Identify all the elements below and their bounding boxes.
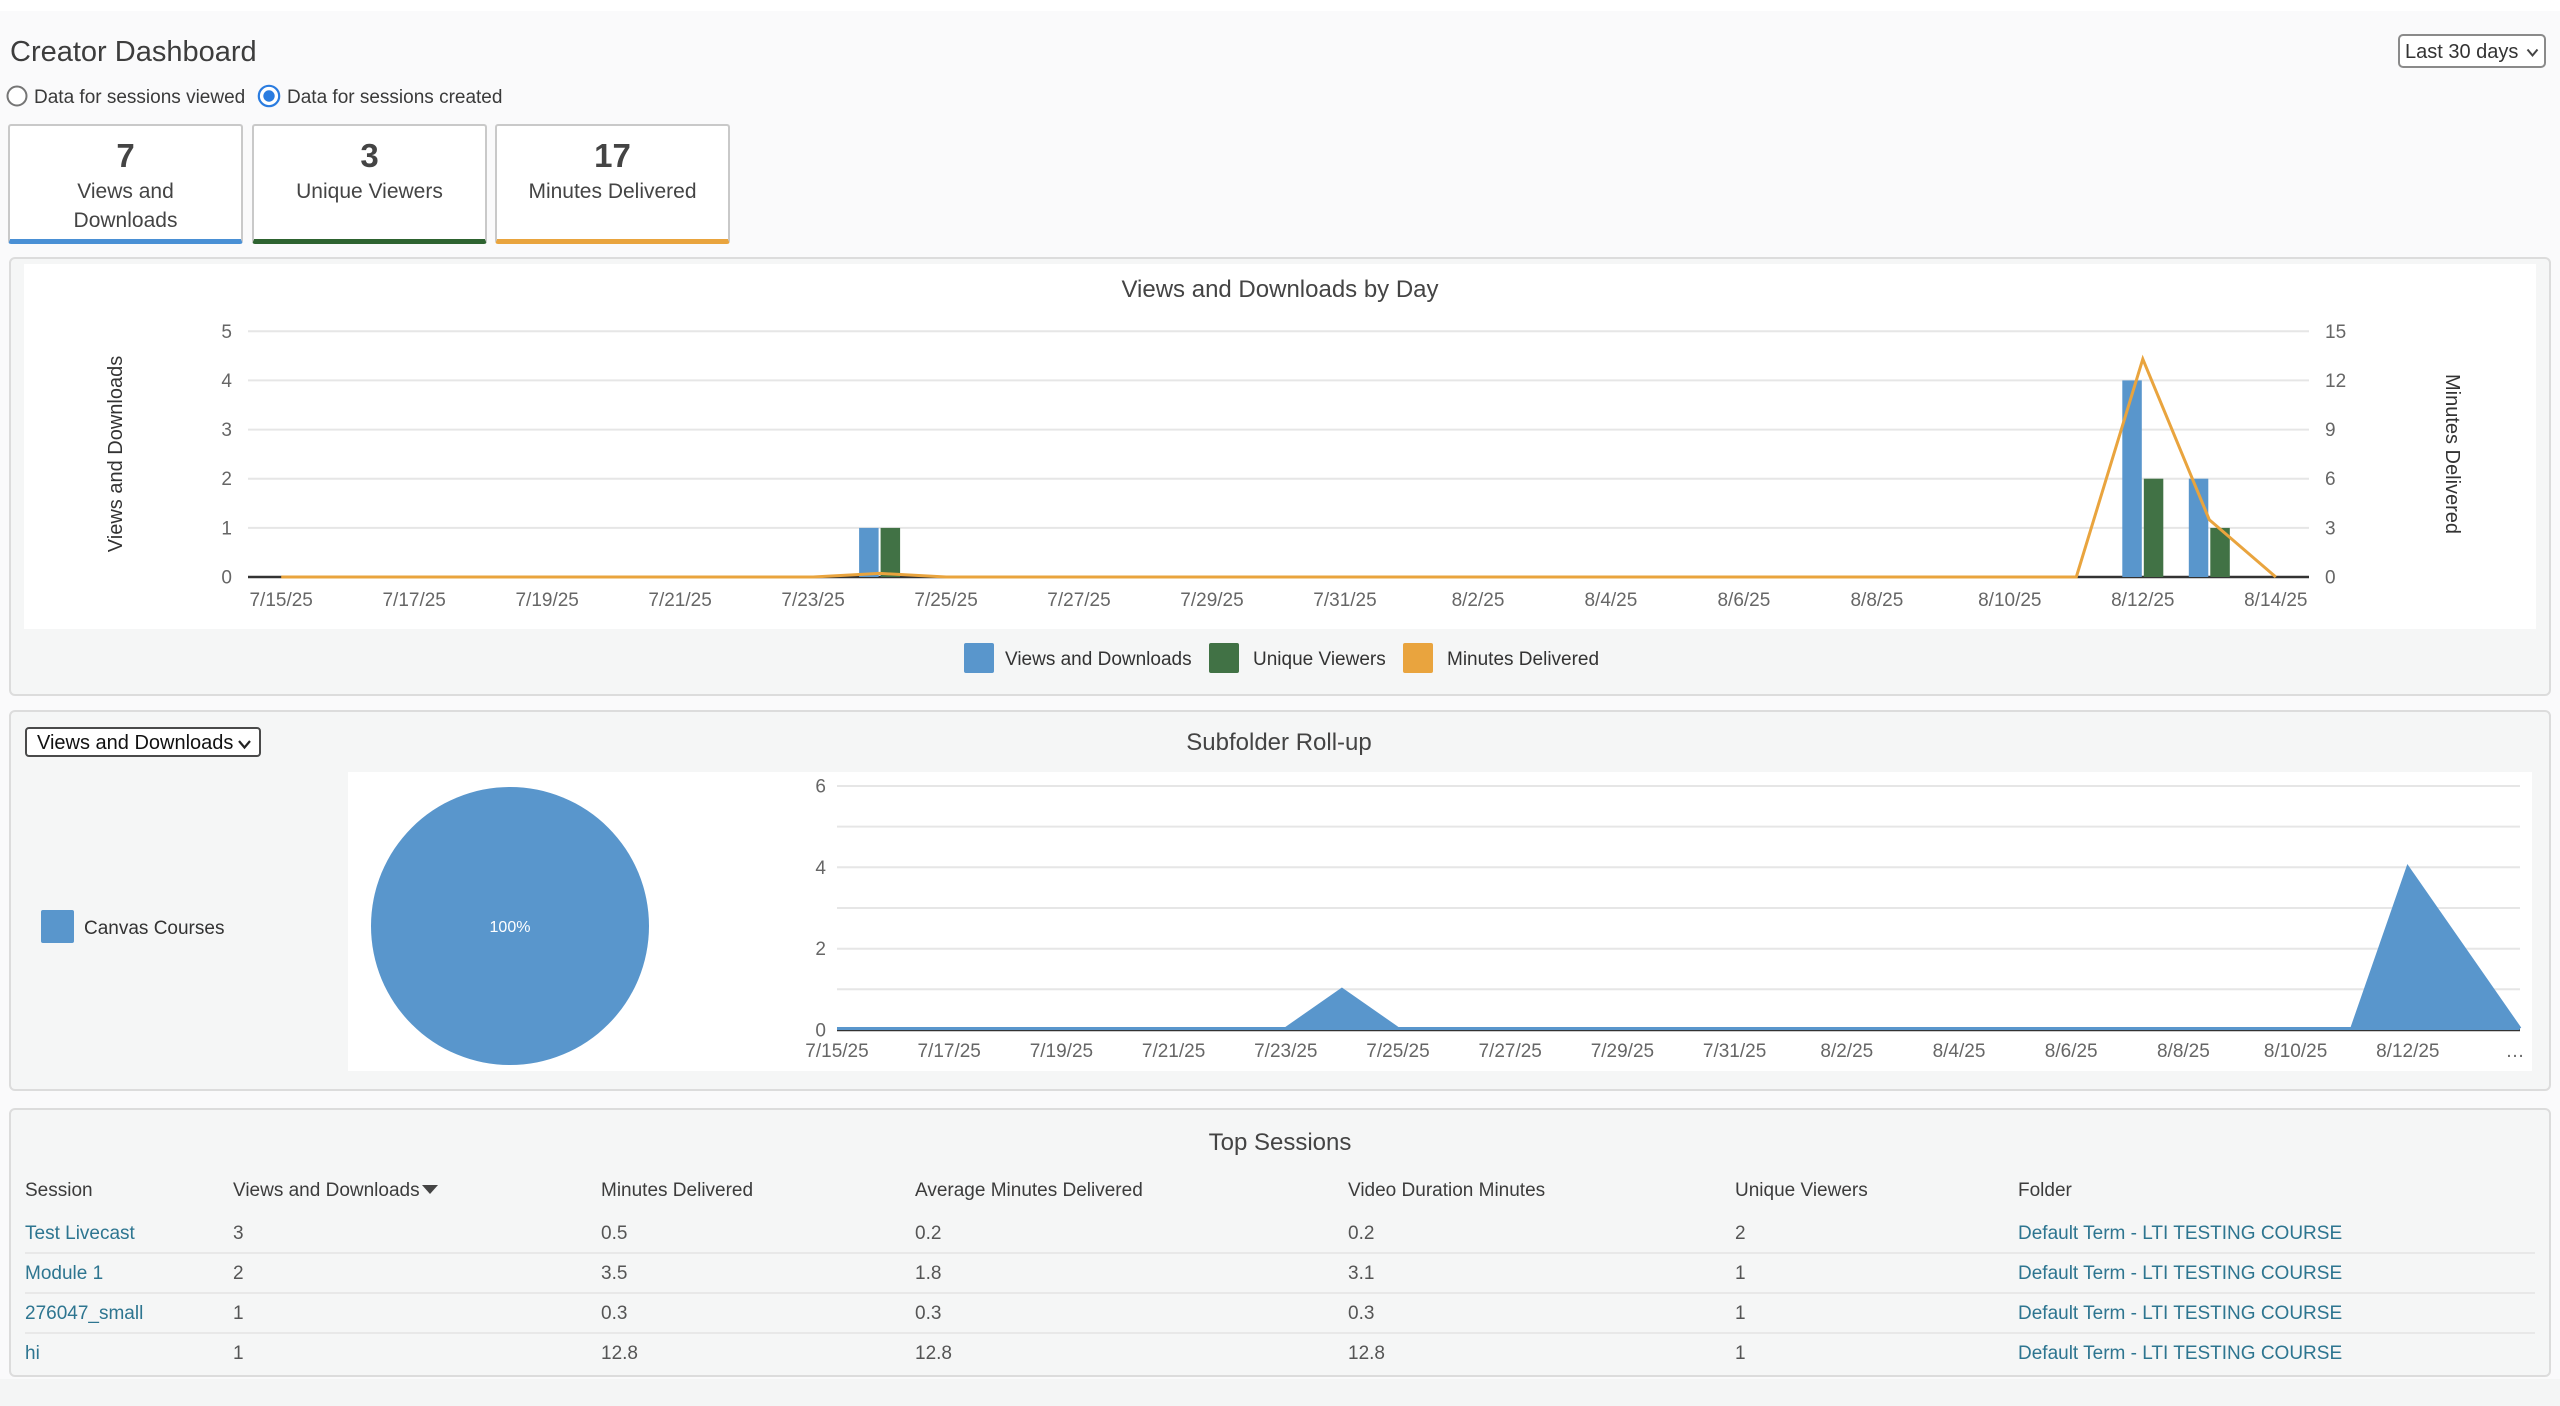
svg-text:7/31/25: 7/31/25 bbox=[1313, 590, 1376, 611]
svg-text:8/2/25: 8/2/25 bbox=[1820, 1041, 1873, 1062]
svg-text:3: 3 bbox=[221, 420, 232, 441]
svg-text:7/29/25: 7/29/25 bbox=[1180, 590, 1243, 611]
svg-text:8/10/25: 8/10/25 bbox=[2264, 1041, 2327, 1062]
svg-text:7/25/25: 7/25/25 bbox=[1366, 1041, 1429, 1062]
svg-text:7/23/25: 7/23/25 bbox=[1254, 1041, 1317, 1062]
svg-text:Module 1: Module 1 bbox=[25, 1263, 103, 1284]
svg-text:1: 1 bbox=[233, 1303, 244, 1324]
svg-text:Data for sessions viewed: Data for sessions viewed bbox=[34, 87, 245, 108]
svg-text:4: 4 bbox=[815, 858, 826, 879]
svg-text:Default Term - LTI TESTING COU: Default Term - LTI TESTING COURSE bbox=[2018, 1263, 2342, 1284]
svg-text:Data for sessions created: Data for sessions created bbox=[287, 87, 502, 108]
svg-text:4: 4 bbox=[221, 371, 232, 392]
svg-text:8/6/25: 8/6/25 bbox=[2045, 1041, 2098, 1062]
svg-text:7/19/25: 7/19/25 bbox=[1030, 1041, 1093, 1062]
svg-text:0.3: 0.3 bbox=[601, 1303, 627, 1324]
svg-text:3: 3 bbox=[233, 1223, 244, 1244]
svg-text:Default Term - LTI TESTING COU: Default Term - LTI TESTING COURSE bbox=[2018, 1223, 2342, 1244]
svg-text:7/23/25: 7/23/25 bbox=[781, 590, 844, 611]
svg-text:7/27/25: 7/27/25 bbox=[1047, 590, 1110, 611]
svg-text:12.8: 12.8 bbox=[601, 1343, 638, 1364]
svg-text:7/31/25: 7/31/25 bbox=[1703, 1041, 1766, 1062]
svg-text:Test Livecast: Test Livecast bbox=[25, 1223, 136, 1244]
svg-text:…: … bbox=[2506, 1041, 2525, 1062]
svg-text:0: 0 bbox=[815, 1021, 826, 1042]
svg-text:12.8: 12.8 bbox=[1348, 1343, 1385, 1364]
svg-text:7/27/25: 7/27/25 bbox=[1478, 1041, 1541, 1062]
svg-text:8/8/25: 8/8/25 bbox=[2157, 1041, 2210, 1062]
svg-text:Views and Downloads: Views and Downloads bbox=[1005, 649, 1192, 670]
svg-text:5: 5 bbox=[221, 322, 232, 343]
svg-text:8/4/25: 8/4/25 bbox=[1584, 590, 1637, 611]
svg-text:0.2: 0.2 bbox=[915, 1223, 941, 1244]
svg-text:Folder: Folder bbox=[2018, 1180, 2073, 1201]
svg-text:7/15/25: 7/15/25 bbox=[249, 590, 312, 611]
svg-text:8/2/25: 8/2/25 bbox=[1452, 590, 1505, 611]
svg-text:Average Minutes Delivered: Average Minutes Delivered bbox=[915, 1180, 1143, 1201]
svg-text:0.2: 0.2 bbox=[1348, 1223, 1374, 1244]
svg-text:Video Duration Minutes: Video Duration Minutes bbox=[1348, 1180, 1545, 1201]
svg-text:3: 3 bbox=[2325, 518, 2336, 539]
svg-text:100%: 100% bbox=[490, 919, 531, 936]
svg-text:15: 15 bbox=[2325, 322, 2346, 343]
svg-text:9: 9 bbox=[2325, 420, 2336, 441]
svg-text:2: 2 bbox=[815, 939, 826, 960]
svg-text:8/14/25: 8/14/25 bbox=[2244, 590, 2307, 611]
svg-text:0: 0 bbox=[2325, 568, 2336, 589]
svg-text:Default Term - LTI TESTING COU: Default Term - LTI TESTING COURSE bbox=[2018, 1303, 2342, 1324]
svg-text:2: 2 bbox=[1735, 1223, 1746, 1244]
svg-text:7/21/25: 7/21/25 bbox=[648, 590, 711, 611]
svg-text:0: 0 bbox=[221, 568, 232, 589]
svg-text:7/25/25: 7/25/25 bbox=[914, 590, 977, 611]
svg-text:Default Term - LTI TESTING COU: Default Term - LTI TESTING COURSE bbox=[2018, 1343, 2342, 1364]
svg-text:12.8: 12.8 bbox=[915, 1343, 952, 1364]
svg-text:6: 6 bbox=[2325, 469, 2336, 490]
svg-text:Minutes Delivered: Minutes Delivered bbox=[601, 1180, 753, 1201]
svg-text:276047_small: 276047_small bbox=[25, 1303, 143, 1324]
svg-text:Session: Session bbox=[25, 1180, 93, 1201]
svg-text:3.5: 3.5 bbox=[601, 1263, 627, 1284]
svg-text:8/6/25: 8/6/25 bbox=[1717, 590, 1770, 611]
svg-text:12: 12 bbox=[2325, 371, 2346, 392]
svg-text:6: 6 bbox=[815, 777, 826, 798]
svg-text:hi: hi bbox=[25, 1343, 40, 1364]
svg-text:7/15/25: 7/15/25 bbox=[805, 1041, 868, 1062]
svg-text:1: 1 bbox=[221, 518, 232, 539]
svg-text:3.1: 3.1 bbox=[1348, 1263, 1374, 1284]
svg-text:8/4/25: 8/4/25 bbox=[1933, 1041, 1986, 1062]
svg-text:Minutes Delivered: Minutes Delivered bbox=[2441, 374, 2463, 534]
svg-text:8/10/25: 8/10/25 bbox=[1978, 590, 2041, 611]
svg-text:2: 2 bbox=[221, 469, 232, 490]
svg-text:Unique Viewers: Unique Viewers bbox=[1735, 1180, 1868, 1201]
svg-text:1: 1 bbox=[1735, 1303, 1746, 1324]
svg-text:Unique Viewers: Unique Viewers bbox=[1253, 649, 1386, 670]
svg-text:Canvas Courses: Canvas Courses bbox=[84, 918, 224, 939]
svg-text:8/12/25: 8/12/25 bbox=[2376, 1041, 2439, 1062]
svg-text:7/17/25: 7/17/25 bbox=[917, 1041, 980, 1062]
svg-text:Minutes Delivered: Minutes Delivered bbox=[1447, 649, 1599, 670]
svg-text:1: 1 bbox=[233, 1343, 244, 1364]
svg-text:7/29/25: 7/29/25 bbox=[1591, 1041, 1654, 1062]
svg-text:0.5: 0.5 bbox=[601, 1223, 627, 1244]
svg-text:7/19/25: 7/19/25 bbox=[515, 590, 578, 611]
svg-text:Views and Downloads: Views and Downloads bbox=[233, 1180, 420, 1201]
svg-text:8/12/25: 8/12/25 bbox=[2111, 590, 2174, 611]
svg-text:7/21/25: 7/21/25 bbox=[1142, 1041, 1205, 1062]
svg-text:0.3: 0.3 bbox=[915, 1303, 941, 1324]
svg-text:1.8: 1.8 bbox=[915, 1263, 941, 1284]
svg-text:Views and Downloads: Views and Downloads bbox=[105, 356, 127, 552]
svg-text:8/8/25: 8/8/25 bbox=[1850, 590, 1903, 611]
svg-text:1: 1 bbox=[1735, 1263, 1746, 1284]
svg-text:7/17/25: 7/17/25 bbox=[382, 590, 445, 611]
svg-text:1: 1 bbox=[1735, 1343, 1746, 1364]
svg-text:2: 2 bbox=[233, 1263, 244, 1284]
svg-text:0.3: 0.3 bbox=[1348, 1303, 1374, 1324]
